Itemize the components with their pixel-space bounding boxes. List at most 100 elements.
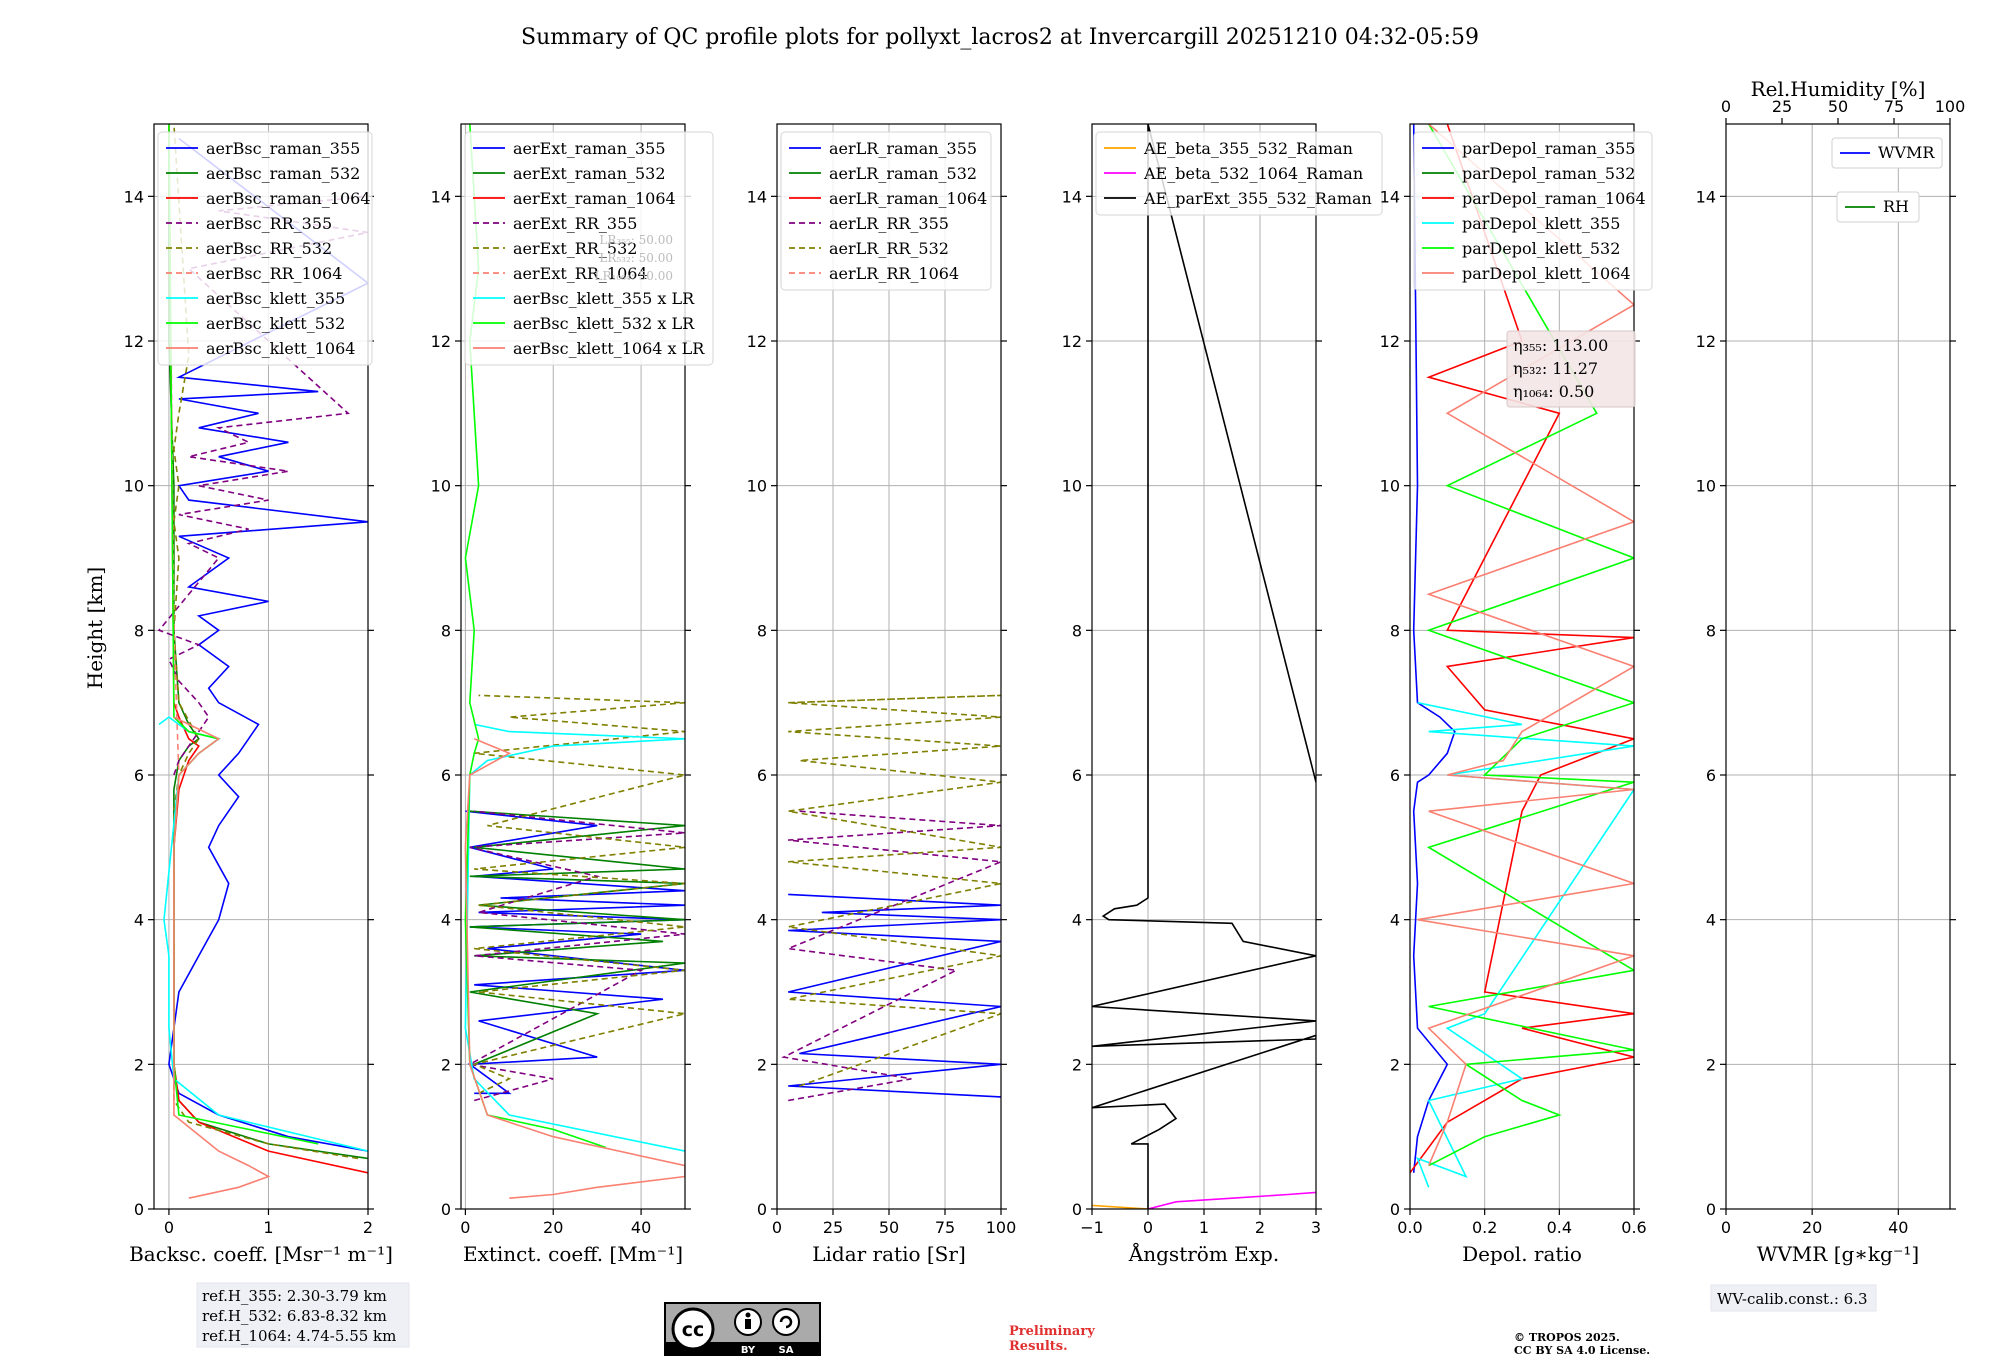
series-aerExt_raman_532 (469, 810, 685, 1066)
wv-calibration-constant: WV-calib.const.: 6.3 (1717, 1290, 1868, 1308)
y-tick-label: 4 (757, 911, 767, 930)
legend-label: aerBsc_klett_1064 (206, 339, 355, 358)
y-tick-label: 10 (431, 477, 451, 496)
x-tick-label: 0 (1721, 1218, 1731, 1237)
cc-license-badge: cc BY SA (664, 1302, 821, 1356)
series-AE_parExt_355_532_Raman (1092, 124, 1316, 1209)
cc-sa-label: SA (779, 1345, 794, 1356)
axes-frame (153, 123, 369, 1210)
y-tick-label: 6 (1390, 766, 1400, 785)
legend-box (464, 131, 714, 366)
y-tick-label: 10 (1380, 477, 1400, 496)
eta-annotation: η₃₅₅: 113.00 (1513, 336, 1608, 355)
legend-label: AE_parExt_355_532_Raman (1143, 189, 1372, 208)
y-tick-label: 10 (124, 477, 144, 496)
eta-annotation: η₁₀₆₄: 0.50 (1513, 382, 1594, 401)
top-tick-label: 25 (1772, 97, 1792, 116)
legend-label: parDepol_klett_1064 (1462, 264, 1631, 283)
y-tick-label: 2 (757, 1055, 767, 1074)
wv-calibration-box: WV-calib.const.: 6.3 (1710, 1284, 1877, 1312)
x-tick-label: 2 (363, 1218, 373, 1237)
x-tick-label: 20 (1802, 1218, 1822, 1237)
y-tick-label: 6 (1706, 766, 1716, 785)
y-tick-label: 14 (1696, 187, 1716, 206)
y-tick-label: 4 (441, 911, 451, 930)
eta-annotation: η₅₃₂: 11.27 (1513, 359, 1598, 378)
legend-label: WVMR (1878, 143, 1935, 162)
y-tick-label: 6 (757, 766, 767, 785)
x-axis-label: Extinct. coeff. [Mm⁻¹] (463, 1242, 683, 1266)
x-tick-label: 100 (986, 1218, 1017, 1237)
series-aerExt_RR_355 (467, 810, 685, 1102)
series-group (464, 124, 685, 1199)
x-tick-label: 0.6 (1621, 1218, 1646, 1237)
y-tick-label: 14 (1062, 187, 1082, 206)
legend-label: aerBsc_raman_1064 (206, 189, 371, 208)
series-parDepol_raman_1064 (1410, 124, 1634, 1174)
legend-label: aerLR_RR_1064 (829, 264, 959, 283)
x-axis-label: Depol. ratio (1462, 1242, 1582, 1266)
lidar-ratio-annotation: LR₅₃₂: 50.00 (599, 251, 673, 265)
legend-label: AE_beta_355_532_Raman (1143, 139, 1353, 158)
y-tick-label: 0 (757, 1200, 767, 1219)
legend-label: parDepol_raman_355 (1462, 139, 1635, 158)
axes-frame (1725, 123, 1951, 1210)
x-tick-label: 0 (460, 1218, 470, 1237)
y-tick-label: 2 (134, 1055, 144, 1074)
x-tick-label: 75 (935, 1218, 955, 1237)
x-tick-label: 0.2 (1472, 1218, 1497, 1237)
x-axis-label: Ångström Exp. (1128, 1241, 1279, 1266)
x-tick-label: 0.4 (1547, 1218, 1572, 1237)
top-tick-label: 0 (1721, 97, 1731, 116)
y-tick-label: 0 (134, 1200, 144, 1219)
x-tick-label: 3 (1311, 1218, 1321, 1237)
y-tick-label: 8 (134, 621, 144, 640)
panel-wv: 0 2 4 6 8 10 12 14 0 20 40 WVMR [g∗kg⁻¹] 0 25 50 75 100 R… (1696, 77, 1966, 1266)
y-tick-label: 8 (757, 621, 767, 640)
y-tick-label: 0 (1390, 1200, 1400, 1219)
y-axis-label: Height [km] (83, 567, 107, 689)
series-group (1410, 124, 1634, 1188)
x-tick-label: 0.0 (1397, 1218, 1422, 1237)
x-tick-label: 1 (263, 1218, 273, 1237)
legend-box (1413, 131, 1653, 291)
x-axis-label: WVMR [g∗kg⁻¹] (1757, 1242, 1919, 1266)
panel-depol: 0 2 4 6 8 10 12 14 0.0 0.2 0.4 0.6 Depol. ratio parDe… (1380, 123, 1653, 1266)
legend-label: parDepol_klett_355 (1462, 214, 1620, 233)
top-tick-label: 100 (1935, 97, 1966, 116)
series-group (781, 694, 1001, 1102)
series-aerBsc_RR_532 (173, 124, 359, 1160)
x-axis-label: Backsc. coeff. [Msr⁻¹ m⁻¹] (129, 1242, 393, 1266)
svg-text:cc: cc (682, 1319, 705, 1341)
lidar-ratio-annotation: LR₁₀₆₄: 50.00 (595, 269, 673, 283)
y-tick-label: 12 (747, 332, 767, 351)
preliminary-label: Preliminary (1009, 1324, 1095, 1339)
y-tick-label: 8 (441, 621, 451, 640)
x-tick-label: 0 (164, 1218, 174, 1237)
share-alike-icon (772, 1308, 800, 1336)
y-tick-label: 8 (1072, 621, 1082, 640)
top-tick-label: 75 (1884, 97, 1904, 116)
y-tick-label: 2 (1072, 1055, 1082, 1074)
y-tick-label: 12 (431, 332, 451, 351)
series-aerLR_raman_355 (788, 893, 1001, 1098)
ref-height-1064: ref.H_1064: 4.74-5.55 km (202, 1327, 396, 1345)
series-aerBsc_raman_355 (168, 137, 368, 1152)
x-tick-label: 0 (772, 1218, 782, 1237)
y-tick-label: 4 (134, 911, 144, 930)
legend-label: aerBsc_klett_532 (206, 314, 345, 333)
top-tick-label: 50 (1828, 97, 1848, 116)
legend-label: parDepol_klett_532 (1462, 239, 1620, 258)
legend-label: RH (1883, 197, 1909, 216)
ref-height-355: ref.H_355: 2.30-3.79 km (202, 1287, 387, 1305)
legend-label: parDepol_raman_532 (1462, 164, 1635, 183)
series-parDepol_klett_355 (1416, 701, 1634, 1188)
series-AE_beta_532_1064_Raman (1147, 1191, 1316, 1209)
legend-box (157, 131, 373, 366)
legend-label: aerExt_raman_355 (513, 139, 666, 158)
y-tick-label: 10 (1696, 477, 1716, 496)
y-tick-label: 14 (431, 187, 451, 206)
legend-box (1836, 191, 1920, 223)
